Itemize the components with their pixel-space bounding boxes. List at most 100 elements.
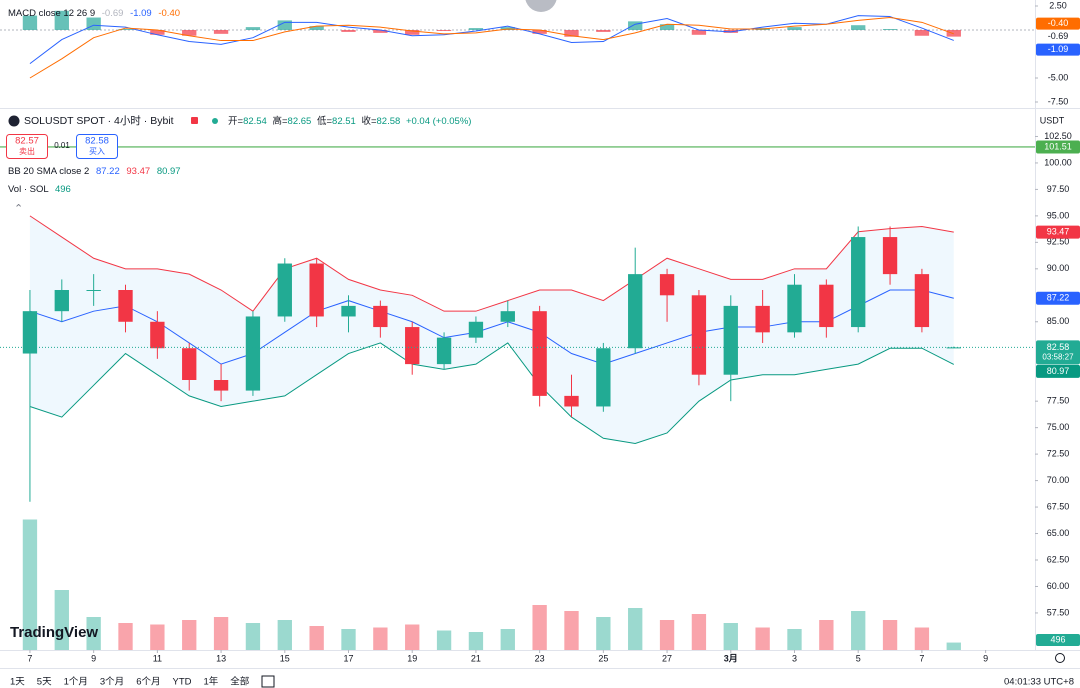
macd-histogram-bar [468, 28, 484, 30]
range-button[interactable]: 5天 [37, 677, 52, 688]
range-button[interactable]: 1天 [10, 677, 25, 688]
macd-histogram-bar [596, 30, 611, 32]
change-value: +0.04 (+0.05%) [406, 116, 472, 127]
candle-body [213, 380, 229, 391]
settings-icon[interactable] [1055, 653, 1065, 663]
volume-bar [882, 620, 898, 650]
bb-middle-value: 87.22 [96, 166, 120, 177]
candle-body [309, 263, 324, 317]
macd-title: MACD close 12 26 9 [8, 8, 95, 19]
axes: 102.50100.0097.5095.0092.5090.0085.0077.… [27, 0, 1080, 663]
spread: 0.01 [54, 141, 70, 150]
candle-body [341, 305, 356, 317]
buy-price[interactable]: 82.58 [85, 136, 109, 147]
ohlc-legend: 开=82.54 高=82.65 低=82.51 收=82.58 +0.04 (+… [228, 115, 471, 127]
buy-button[interactable] [76, 134, 118, 159]
sell-label[interactable]: 卖出 [19, 146, 35, 156]
macd-histogram-bar [564, 30, 579, 37]
bb-upper-value: 93.47 [126, 166, 150, 177]
macd-value: -1.09 [130, 8, 152, 19]
candle-body [691, 295, 707, 375]
sell-price[interactable]: 82.57 [15, 136, 39, 147]
candle-body [373, 305, 388, 328]
macd-histogram-bar [54, 10, 69, 31]
x-tick-label: 27 [662, 653, 672, 663]
bb-lower-tag-box [1036, 364, 1080, 378]
candle-body [659, 274, 675, 296]
macd-tag: -1.09 [1048, 44, 1069, 54]
candle-body [436, 337, 452, 365]
range-button[interactable]: YTD [172, 677, 191, 688]
candle-body [723, 305, 738, 375]
volume-bar [118, 623, 133, 650]
alert-price-tag-box [1036, 140, 1080, 154]
calendar-icon[interactable] [261, 675, 275, 688]
candle-body [596, 348, 611, 407]
x-tick-label: 15 [280, 653, 290, 663]
candle-body [532, 311, 547, 396]
volume-bar [150, 624, 165, 650]
bollinger-lower [29, 342, 954, 445]
candle-body [118, 290, 133, 322]
volume-bar [914, 627, 930, 650]
bb-upper-tag-box [1036, 225, 1080, 239]
volume-bar [213, 617, 229, 650]
range-button[interactable]: 1个月 [64, 677, 88, 688]
macd-histogram-bar [914, 30, 930, 36]
volume-bar [309, 626, 324, 650]
candle-body [851, 237, 866, 328]
macd-histogram-bar [851, 25, 866, 30]
sell-button[interactable] [6, 134, 48, 159]
candle-body [914, 274, 930, 328]
price-pane [0, 146, 1035, 502]
clock: 04:01:33 UTC+8 [1004, 677, 1074, 688]
buy-label[interactable]: 买入 [89, 147, 105, 156]
vol-label: Vol · SOL [8, 184, 48, 195]
volume-tag: 496 [1050, 634, 1065, 644]
x-tick-label: 9 [91, 653, 96, 663]
range-button[interactable]: 6个月 [136, 677, 160, 688]
volume-bar [946, 642, 961, 650]
bb-lower-tag: 80.97 [1047, 366, 1070, 376]
macd-histogram-bar [882, 29, 898, 30]
macd-tag-box [1036, 43, 1080, 56]
volume-tag-box [1036, 634, 1080, 646]
y-tick-label: 90.00 [1047, 263, 1070, 273]
y-tick-label: 75.00 [1047, 422, 1070, 432]
volume-bar [851, 611, 866, 650]
collapse-icon[interactable]: ⌃ [14, 203, 23, 215]
y-tick-label: 92.50 [1047, 237, 1070, 247]
y-tick-label: 62.50 [1047, 554, 1070, 564]
toolbar: 1天 5天 1个月 3个月 6个月 YTD 1年 全部 [10, 676, 249, 688]
candle-body [468, 321, 484, 338]
last-price-box [1036, 340, 1080, 365]
bb-middle-tag-box [1036, 291, 1080, 305]
macd-histogram-bar [691, 30, 707, 35]
scroll-button[interactable] [525, 0, 557, 12]
macd-histogram-bar [150, 30, 165, 35]
volume-bar [500, 629, 515, 650]
y-tick-label: 60.00 [1047, 581, 1070, 591]
x-tick-label: 25 [598, 653, 608, 663]
macd-histogram-bar [532, 30, 547, 34]
range-button[interactable]: 全部 [230, 676, 249, 688]
volume-bar [564, 611, 579, 650]
range-button[interactable]: 3个月 [100, 677, 124, 688]
volume-bar [468, 632, 484, 650]
symbol-title[interactable]: SOLUSDT SPOT · 4小时 · Bybit [24, 115, 174, 127]
volume-bar [341, 629, 356, 650]
flag-icon[interactable] [191, 117, 198, 124]
market-status [212, 118, 218, 124]
x-tick-label: 3 [792, 653, 797, 663]
y-tick-label: 72.50 [1047, 448, 1070, 458]
volume-bar [596, 617, 611, 650]
high-value: 82.65 [288, 116, 312, 127]
candle-body [54, 290, 69, 312]
signal-tag: -0.40 [1048, 18, 1069, 28]
range-button[interactable]: 1年 [203, 676, 218, 688]
volume-bar [86, 617, 101, 650]
histogram-tag-box [1036, 30, 1080, 43]
volume-bar [54, 590, 69, 650]
macd-histogram-bar [787, 27, 802, 30]
